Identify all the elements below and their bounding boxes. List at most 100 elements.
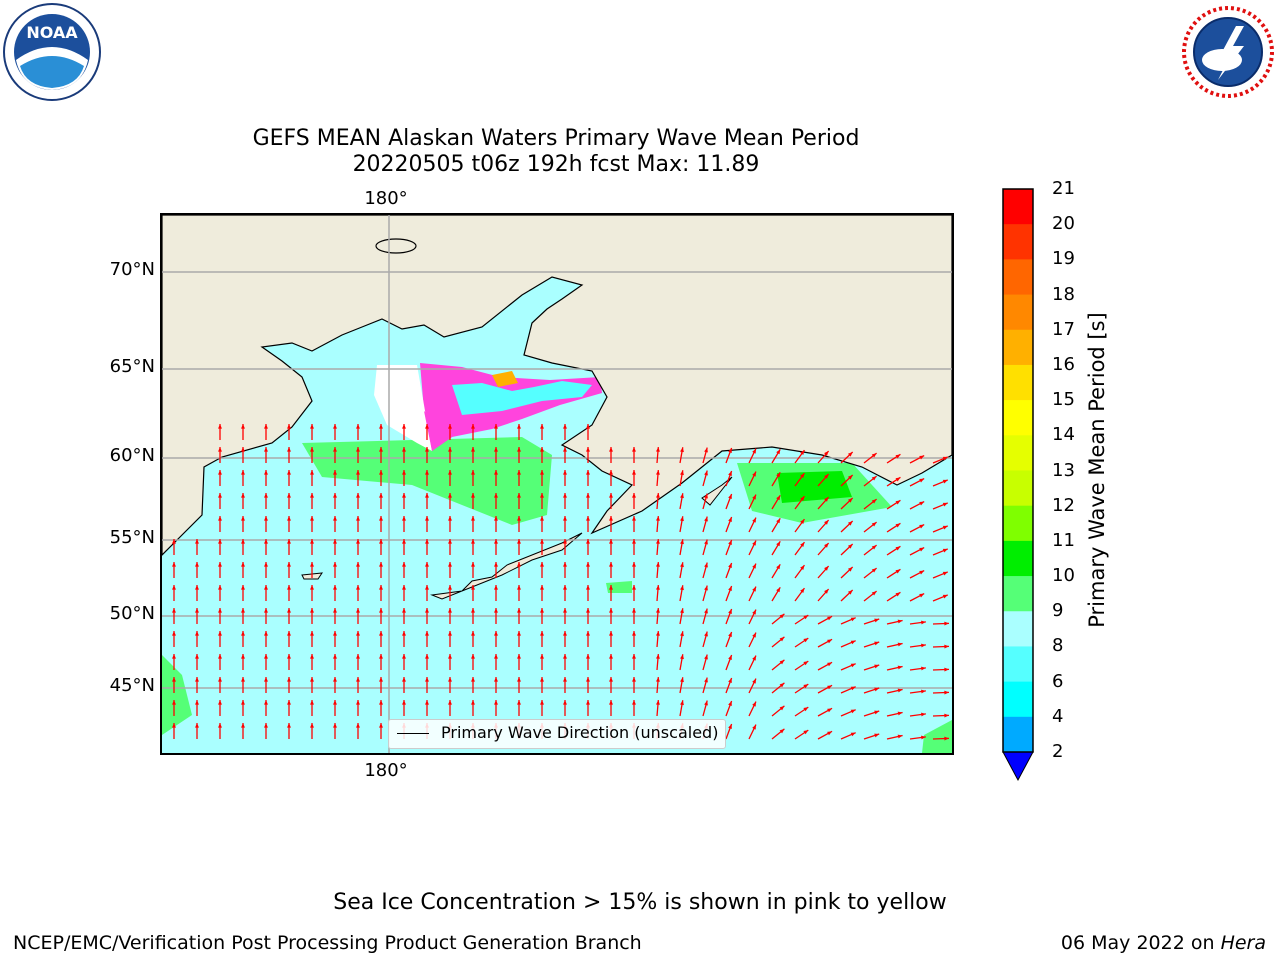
colorbar-band [1003,540,1033,577]
wave-arrow-head [919,570,925,575]
wave-arrow-head [241,654,245,659]
wave-arrow-head [656,585,660,590]
wave-arrow-head [310,493,314,498]
wave-arrow-head [609,493,613,498]
wave-arrow-head [379,608,383,613]
wave-arrow-head [379,470,383,475]
wave-arrow-head [471,562,475,567]
wave-arrow-head [448,516,452,521]
wave-arrow-head [425,447,429,452]
wave-arrow-head [921,666,926,671]
wave-arrow-head [919,547,925,552]
colorbar-tick-label: 8 [1052,635,1064,657]
wave-arrow-head [779,682,785,688]
wave-arrow-head [425,470,429,475]
wave-arrow-head [517,700,521,705]
wave-arrow-head [448,562,452,567]
wave-arrow-head [448,677,452,682]
wave-arrow-head [333,677,337,682]
wave-arrow-head [944,736,949,741]
wave-arrow-head [540,700,544,705]
wave-arrow-head [632,516,636,521]
wave-arrow-head [356,631,360,636]
lat-label-45: 45°N [109,675,155,696]
wave-arrow-head [871,545,877,550]
wave-arrow-head [287,677,291,682]
wave-arrow-head [218,516,222,521]
wave-arrow-head [609,700,613,705]
wave-arrow-head [827,708,833,713]
colorbar-tick-label: 17 [1052,318,1075,340]
wave-arrow-head [680,654,684,660]
colorbar-tick-label: 11 [1052,529,1075,551]
wave-arrow-head [824,566,829,571]
wave-arrow-head [704,470,708,476]
wave-arrow-head [586,516,590,521]
wave-arrow-head [944,644,949,649]
colorbar-tick-label: 19 [1052,248,1075,270]
wave-arrow-head [379,424,383,429]
wave-arrow-head [471,677,475,682]
wave-arrow-head [752,494,756,500]
wave-arrow-head [356,700,360,705]
sea-ice-inner [452,381,592,415]
wave-arrow-head [264,470,268,475]
wave-arrow-head [402,539,406,544]
wave-arrow-head [241,493,245,498]
wave-arrow-head [241,700,245,705]
wave-arrow-head [310,631,314,636]
wave-arrow-head [172,585,176,590]
wave-arrow-head [824,451,829,456]
wave-arrow-head [704,539,708,545]
wave-arrow-head [540,562,544,567]
wave-arrow-head [632,539,636,544]
wave-arrow-head [944,713,949,718]
wave-arrow-head [310,516,314,521]
wave-arrow-head [942,548,948,553]
wave-arrow-head [172,677,176,682]
wave-arrow-head [776,541,781,547]
wave-arrow-head [425,585,429,590]
wave-arrow-head [333,585,337,590]
colorbar-tick-label: 12 [1052,494,1075,516]
wave-arrow-head [779,613,785,619]
colorbar-band [1003,470,1033,507]
colorbar-band [1003,435,1033,471]
wave-period-patch-gulf-core [777,471,852,503]
wave-arrow-head [241,585,245,590]
wave-arrow-head [586,562,590,567]
colorbar-band [1003,329,1033,366]
wave-arrow-head [264,723,268,728]
wave-arrow-head [609,677,613,682]
wave-arrow-head [287,723,291,728]
wave-arrow-head [824,520,829,525]
wave-arrow-head [494,447,498,452]
wave-arrow-head [942,456,948,461]
wave-arrow-head [563,470,567,475]
wave-arrow-head [850,709,856,714]
wave-arrow-head [287,608,291,613]
wave-arrow-head [728,471,732,477]
wave-arrow-head [704,631,708,637]
wave-arrow-head [195,585,199,590]
wave-arrow-head [728,609,732,615]
wave-arrow-head [632,608,636,613]
wave-arrow-head [333,516,337,521]
wave-arrow-head [333,539,337,544]
wave-arrow-head [310,447,314,452]
wave-arrow-head [333,470,337,475]
wave-arrow-head [379,493,383,498]
wave-arrow-head [609,562,613,567]
map-panel [160,213,954,755]
wave-arrow-head [563,562,567,567]
wave-arrow-head [333,723,337,728]
wave-arrow-head [586,493,590,498]
wave-arrow-head [379,700,383,705]
colorbar-tick-label: 14 [1052,424,1075,446]
wave-arrow-head [847,567,853,572]
wave-arrow-head [752,724,756,730]
wave-arrow-head [850,686,856,691]
wave-arrow-head [356,447,360,452]
wave-arrow-head [356,677,360,682]
wave-arrow-head [563,631,567,636]
